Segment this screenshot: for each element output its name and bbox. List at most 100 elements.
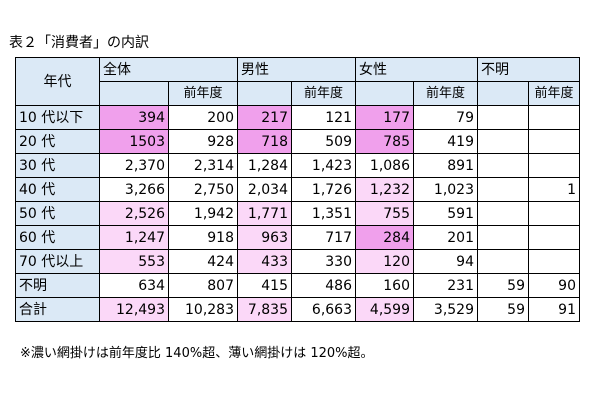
table-cell <box>528 225 580 250</box>
table-cell: 330 <box>291 249 356 274</box>
table-cell: 94 <box>413 249 478 274</box>
table-cell: 807 <box>168 273 238 298</box>
row-label: 20 代 <box>15 129 100 154</box>
table-cell: 1,351 <box>291 201 356 226</box>
table-cell: 928 <box>168 129 238 154</box>
row-label: 40 代 <box>15 177 100 202</box>
header-spacer <box>99 81 169 106</box>
table-row: 10 代以下 394 200 217 121 177 79 <box>15 105 580 130</box>
table-cell: 419 <box>413 129 478 154</box>
table-cell: 79 <box>413 105 478 130</box>
table-cell: 509 <box>291 129 356 154</box>
table-cell: 1,423 <box>291 153 356 178</box>
table-cell: 891 <box>413 153 478 178</box>
table-cell <box>477 177 529 202</box>
table-cell: 59 <box>477 297 529 322</box>
table-cell: 7,835 <box>237 297 292 322</box>
table-cell <box>477 153 529 178</box>
table-cell: 1,023 <box>413 177 478 202</box>
table-cell: 121 <box>291 105 356 130</box>
table-cell <box>528 129 580 154</box>
table-cell: 120 <box>355 249 414 274</box>
table-row: 50 代 2,526 1,942 1,771 1,351 755 591 <box>15 201 580 226</box>
table-cell: 1,247 <box>99 225 169 250</box>
table-cell: 553 <box>99 249 169 274</box>
row-label: 70 代以上 <box>15 249 100 274</box>
table-row: 30 代 2,370 2,314 1,284 1,423 1,086 891 <box>15 153 580 178</box>
row-label: 合計 <box>15 297 100 322</box>
row-label: 50 代 <box>15 201 100 226</box>
table-cell: 200 <box>168 105 238 130</box>
table-cell: 284 <box>355 225 414 250</box>
table-cell <box>528 105 580 130</box>
table-cell: 1503 <box>99 129 169 154</box>
table-cell: 90 <box>528 273 580 298</box>
header-spacer <box>477 81 529 106</box>
table-caption: 表２「消費者」の内訳 <box>9 35 149 51</box>
table-cell: 6,663 <box>291 297 356 322</box>
table-cell: 1,086 <box>355 153 414 178</box>
header-male-prev-year: 前年度 <box>291 81 356 106</box>
table-cell: 1,771 <box>237 201 292 226</box>
table-cell: 3,266 <box>99 177 169 202</box>
table-cell <box>528 153 580 178</box>
table-cell: 91 <box>528 297 580 322</box>
table-cell: 10,283 <box>168 297 238 322</box>
table-cell: 59 <box>477 273 529 298</box>
row-label: 30 代 <box>15 153 100 178</box>
header-female: 女性 <box>355 57 478 82</box>
table-cell <box>528 249 580 274</box>
table-cell: 1,284 <box>237 153 292 178</box>
table-cell <box>477 201 529 226</box>
header-total: 全体 <box>99 57 238 82</box>
table-row: 40 代 3,266 2,750 2,034 1,726 1,232 1,023 1 <box>15 177 580 202</box>
row-label: 不明 <box>15 273 100 298</box>
table-row: 70 代以上 553 424 433 330 120 94 <box>15 249 580 274</box>
table-cell: 717 <box>291 225 356 250</box>
table-cell: 2,314 <box>168 153 238 178</box>
table-cell: 394 <box>99 105 169 130</box>
table-cell: 486 <box>291 273 356 298</box>
consumer-breakdown-table: 年代 全体 男性 女性 不明 前年度 前年度 前年度 前年度 10 代以下 394… <box>15 57 580 322</box>
table-cell: 2,034 <box>237 177 292 202</box>
table-cell <box>477 249 529 274</box>
table-cell <box>477 105 529 130</box>
table-cell: 2,526 <box>99 201 169 226</box>
table-cell <box>477 225 529 250</box>
row-label: 10 代以下 <box>15 105 100 130</box>
table-cell: 415 <box>237 273 292 298</box>
table-cell: 3,529 <box>413 297 478 322</box>
table-cell: 231 <box>413 273 478 298</box>
table-cell: 160 <box>355 273 414 298</box>
table-cell: 718 <box>237 129 292 154</box>
table-cell: 433 <box>237 249 292 274</box>
table-cell: 1,232 <box>355 177 414 202</box>
table-cell: 785 <box>355 129 414 154</box>
table-cell: 12,493 <box>99 297 169 322</box>
header-spacer <box>355 81 414 106</box>
header-age: 年代 <box>15 57 100 106</box>
header-unknown-prev-year: 前年度 <box>528 81 580 106</box>
table-cell: 2,370 <box>99 153 169 178</box>
table-cell: 4,599 <box>355 297 414 322</box>
table-cell: 634 <box>99 273 169 298</box>
row-label: 60 代 <box>15 225 100 250</box>
table-cell: 755 <box>355 201 414 226</box>
table-row: 60 代 1,247 918 963 717 284 201 <box>15 225 580 250</box>
table-note: ※濃い網掛けは前年度比 140%超、薄い網掛けは 120%超。 <box>20 346 374 361</box>
table-cell: 963 <box>237 225 292 250</box>
table-cell: 591 <box>413 201 478 226</box>
header-row-top: 年代 全体 男性 女性 不明 <box>15 57 580 106</box>
table-cell: 1,726 <box>291 177 356 202</box>
header-row-sub: 前年度 前年度 前年度 前年度 <box>16 81 580 106</box>
table-cell <box>528 201 580 226</box>
table-cell: 1,942 <box>168 201 238 226</box>
table-row: 20 代 1503 928 718 509 785 419 <box>15 129 580 154</box>
header-spacer <box>237 81 292 106</box>
total-row: 合計 12,493 10,283 7,835 6,663 4,599 3,529 59 91 <box>15 297 580 322</box>
table-cell: 424 <box>168 249 238 274</box>
table-cell: 217 <box>237 105 292 130</box>
table-cell: 918 <box>168 225 238 250</box>
table-cell <box>477 129 529 154</box>
table-cell: 1 <box>528 177 580 202</box>
